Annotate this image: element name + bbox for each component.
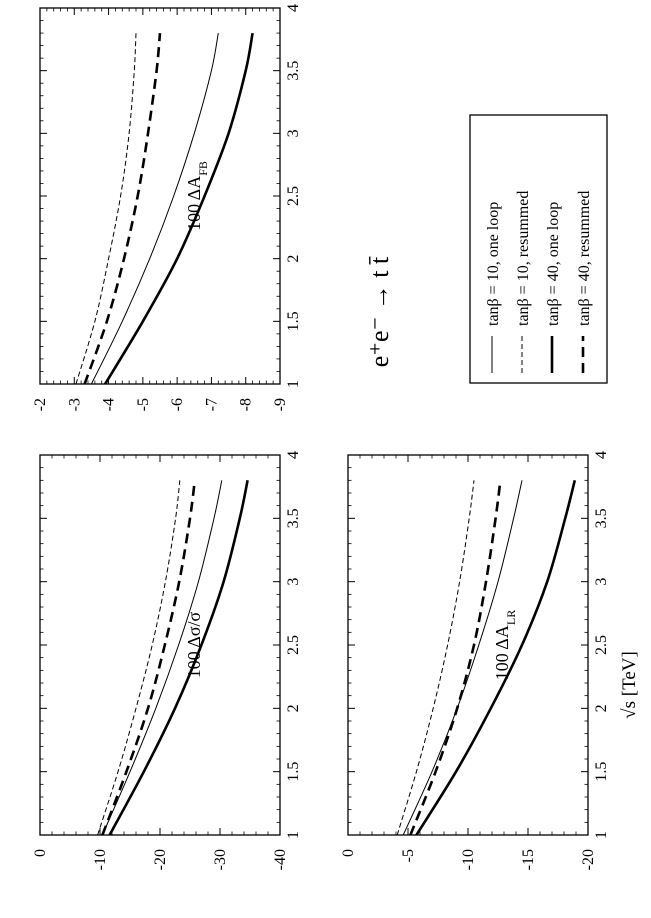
legend-entry-tan-10-resummed: tanβ = 10, resummed bbox=[515, 191, 532, 373]
series-line-tan-10-one-loop bbox=[90, 33, 219, 385]
y-tick-label: -10 bbox=[460, 849, 477, 870]
plot-frame bbox=[347, 454, 589, 836]
y-tick-label: -15 bbox=[520, 849, 537, 870]
x-tick-label: 3 bbox=[593, 578, 610, 586]
x-tick-label: 3 bbox=[285, 578, 302, 586]
x-tick-label: 1.5 bbox=[285, 311, 302, 331]
y-tick-label: -2 bbox=[32, 398, 49, 411]
series-line-tan-10-resummed bbox=[396, 480, 475, 836]
x-tick-label: 2.5 bbox=[285, 186, 302, 206]
x-tick-label: 2.5 bbox=[593, 635, 610, 655]
legend-entry-tan-10-one-loop: tanβ = 10, one loop bbox=[485, 202, 502, 373]
x-tick-label: 3.5 bbox=[285, 508, 302, 528]
x-tick-label: 4 bbox=[285, 4, 302, 12]
x-tick-label: 3.5 bbox=[593, 508, 610, 528]
legend-label: tanβ = 40, resummed bbox=[576, 191, 593, 326]
x-tick-label: 1 bbox=[593, 831, 610, 839]
x-tick-label: 1.5 bbox=[593, 762, 610, 782]
series-line-tan-10-one-loop bbox=[402, 480, 523, 836]
series-line-tan-10-one-loop bbox=[101, 480, 223, 836]
legend-label: tanβ = 10, one loop bbox=[485, 202, 502, 326]
y-tick-label: -40 bbox=[272, 849, 289, 870]
y-tick-label: -8 bbox=[238, 398, 255, 411]
legend-entry-tan-40-one-loop: tanβ = 40, one loop bbox=[545, 202, 562, 373]
x-tick-label: 2 bbox=[285, 704, 302, 712]
process-label: e⁺e⁻ → t t̄ bbox=[365, 256, 394, 367]
y-tick-label: -20 bbox=[580, 849, 597, 870]
y-tick-label: 0 bbox=[340, 849, 357, 857]
x-tick-label: 2 bbox=[285, 255, 302, 263]
y-axis-label: 100 ΔAFB bbox=[184, 161, 210, 231]
x-tick-label: 1.5 bbox=[285, 762, 302, 782]
y-tick-label: -5 bbox=[135, 398, 152, 411]
y-tick-label: -9 bbox=[272, 398, 289, 411]
series-line-tan-40-one-loop bbox=[415, 479, 577, 836]
series-line-tan-40-resummed bbox=[101, 480, 197, 836]
y-tick-label: -4 bbox=[101, 398, 118, 411]
y-tick-label: -20 bbox=[152, 849, 169, 870]
y-tick-label: -3 bbox=[66, 398, 83, 411]
x-axis-label: √s [TeV] bbox=[619, 651, 640, 719]
plot-frame bbox=[39, 7, 281, 385]
y-tick-label: -6 bbox=[169, 398, 186, 411]
legend: tanβ = 10, one loop tanβ = 10, resummed ta… bbox=[469, 114, 608, 384]
panel-a-fb: 1 1.5 2 2.5 3 3.5 4 -2 -3 -4 -5 -6 -7 -8 -9 100 ΔAFB bbox=[32, 4, 302, 411]
legend-label: tanβ = 10, resummed bbox=[515, 191, 532, 326]
x-tick-label: 3.5 bbox=[285, 61, 302, 81]
series-line-tan-40-resummed bbox=[83, 32, 162, 385]
legend-entry-tan-40-resummed: tanβ = 40, resummed bbox=[576, 191, 593, 373]
y-tick-label: -5 bbox=[400, 849, 417, 862]
y-tick-label: -7 bbox=[203, 398, 220, 411]
x-tick-label: 2.5 bbox=[285, 635, 302, 655]
panel-a-lr: 1 1.5 2 2.5 3 3.5 4 0 -5 -10 -15 -20 100 ΔALR bbox=[340, 451, 610, 870]
x-tick-label: 1 bbox=[285, 380, 302, 388]
y-axis-label: 100 ΔALR bbox=[492, 610, 518, 680]
y-tick-label: -10 bbox=[92, 849, 109, 870]
legend-label: tanβ = 40, one loop bbox=[545, 202, 562, 326]
x-tick-label: 4 bbox=[593, 451, 610, 459]
series-line-tan-40-one-loop bbox=[103, 32, 254, 385]
y-tick-label: 0 bbox=[32, 849, 49, 857]
series-line-tan-10-resummed bbox=[97, 480, 181, 836]
x-tick-label: 3 bbox=[285, 129, 302, 137]
plot-frame bbox=[39, 454, 281, 836]
panel-cross-section: 1 1.5 2 2.5 3 3.5 4 0 -10 -20 -30 -40 100 Δσ/σ bbox=[32, 451, 302, 870]
x-tick-label: 4 bbox=[285, 451, 302, 459]
y-axis-label: 100 Δσ/σ bbox=[184, 611, 204, 678]
y-tick-label: -30 bbox=[212, 849, 229, 870]
series-line-tan-40-resummed bbox=[409, 480, 502, 836]
series-line-tan-10-resummed bbox=[75, 33, 137, 385]
x-tick-label: 1 bbox=[285, 831, 302, 839]
series-line-tan-40-one-loop bbox=[108, 480, 249, 836]
x-tick-label: 2 bbox=[593, 704, 610, 712]
